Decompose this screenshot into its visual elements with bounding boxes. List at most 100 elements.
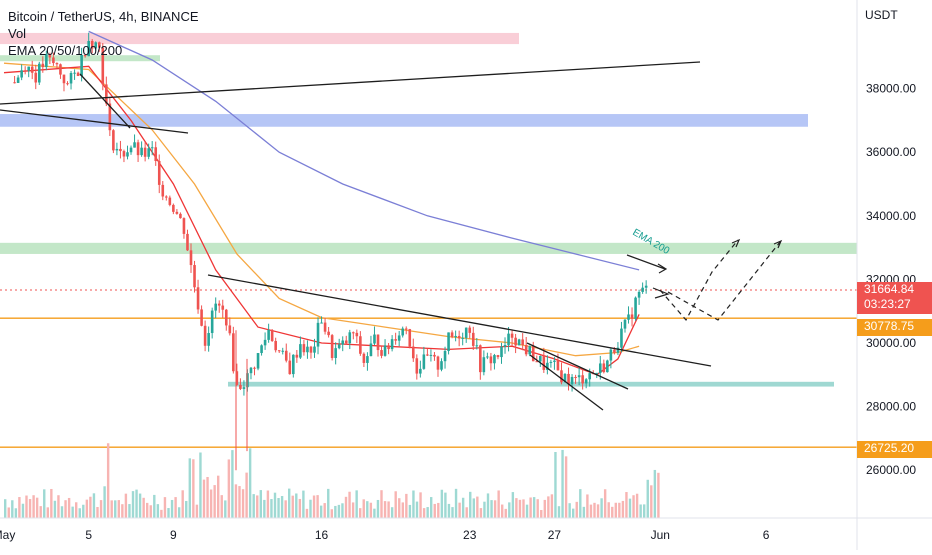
- chart-legend: Bitcoin / TetherUS, 4h, BINANCE Vol EMA …: [8, 8, 199, 59]
- candle-body: [27, 66, 30, 71]
- resistance-zone-green: [0, 242, 857, 254]
- volume-bar: [522, 499, 525, 518]
- ema-line-ema50: [3, 62, 640, 357]
- volume-bar: [106, 443, 110, 518]
- volume-bar: [568, 503, 571, 518]
- candle-body: [644, 285, 648, 288]
- candle-body: [154, 147, 158, 161]
- symbol-title[interactable]: Bitcoin / TetherUS, 4h, BINANCE: [8, 9, 199, 24]
- candle-body: [87, 40, 90, 57]
- volume-bar: [25, 495, 28, 518]
- candle-body: [475, 345, 479, 347]
- volume-bar: [447, 503, 451, 518]
- last-price-value: 31664.84: [864, 282, 915, 296]
- volume-legend[interactable]: Vol: [8, 26, 27, 41]
- candle-body: [560, 370, 563, 383]
- candle-body: [45, 54, 48, 68]
- volume-bar: [596, 504, 600, 518]
- candle-body: [461, 337, 464, 339]
- candle-body: [637, 291, 641, 298]
- volume-bar: [153, 494, 156, 518]
- projection-path-2: [667, 241, 781, 321]
- candle-body: [380, 350, 383, 356]
- candle-body: [203, 325, 207, 346]
- candle-body: [105, 84, 108, 104]
- volume-bar: [224, 500, 227, 518]
- volume-bar: [280, 496, 284, 518]
- candle-body: [221, 305, 225, 310]
- x-tick-label: 23: [463, 528, 477, 542]
- candle-body: [299, 344, 302, 358]
- candle-body: [101, 47, 105, 85]
- candle-body: [390, 339, 394, 350]
- volume-bar: [78, 508, 81, 518]
- candle-body: [383, 345, 387, 356]
- volume-bar: [270, 499, 273, 518]
- volume-bar: [529, 497, 532, 518]
- volume-bar: [43, 489, 46, 518]
- volume-bar: [266, 490, 270, 518]
- candle-body: [482, 357, 486, 373]
- y-tick-label: 36000.00: [866, 145, 916, 159]
- resistance-zone-pink: [0, 32, 519, 45]
- candle-body: [313, 346, 316, 353]
- candle-body: [228, 325, 232, 334]
- volume-bar: [209, 489, 213, 518]
- volume-bar: [589, 504, 593, 518]
- volume-bar: [554, 452, 557, 518]
- volume-bar: [618, 502, 621, 518]
- volume-bar: [121, 504, 124, 518]
- candle-body: [524, 344, 528, 355]
- candle-body: [570, 376, 574, 385]
- volume-bar: [323, 503, 326, 518]
- candle-body: [606, 360, 609, 373]
- candle-body: [150, 147, 154, 149]
- volume-bar: [479, 508, 483, 518]
- volume-bar: [390, 507, 394, 518]
- candle-body: [157, 160, 161, 185]
- candle-body: [528, 346, 532, 355]
- candle-body: [182, 218, 186, 234]
- candle-body: [73, 72, 76, 74]
- ema-legend[interactable]: EMA 20/50/100/200: [8, 43, 123, 58]
- volume-bar: [639, 504, 642, 518]
- candle-body: [500, 346, 503, 358]
- last-price-tag: 31664.84 03:23:27: [857, 282, 932, 314]
- volume-bar: [220, 495, 223, 518]
- candle-body: [94, 42, 98, 49]
- candle-body: [411, 346, 415, 359]
- candle-body: [292, 354, 295, 375]
- candle-body: [168, 197, 172, 205]
- candle-body: [521, 339, 524, 345]
- candle-body: [263, 339, 267, 346]
- volume-bar: [337, 504, 341, 518]
- x-tick-label: 9: [170, 528, 177, 542]
- candle-body: [433, 354, 436, 357]
- volume-bar: [99, 500, 103, 518]
- candle-body: [535, 361, 539, 363]
- volume-bar: [628, 498, 632, 518]
- candle-body: [214, 303, 217, 311]
- volume-bar: [11, 500, 14, 518]
- volume-bar: [117, 500, 120, 518]
- volume-bar: [89, 496, 92, 518]
- volume-bar: [515, 498, 518, 518]
- volume-bar: [149, 505, 152, 518]
- volume-bar: [195, 504, 199, 518]
- volume-bar: [64, 500, 67, 518]
- volume-bar: [163, 497, 167, 518]
- volume-bar: [575, 501, 578, 518]
- candle-body: [510, 333, 514, 338]
- candle-body: [422, 354, 426, 369]
- volume-bar: [586, 494, 589, 518]
- volume-bar: [614, 502, 617, 518]
- early-trendline: [79, 73, 131, 129]
- candle-body: [34, 72, 38, 83]
- candle-body: [97, 42, 101, 48]
- volume-bar: [525, 504, 529, 518]
- volume-bar: [472, 498, 475, 518]
- candle-body: [196, 287, 200, 310]
- volume-bar: [181, 490, 184, 518]
